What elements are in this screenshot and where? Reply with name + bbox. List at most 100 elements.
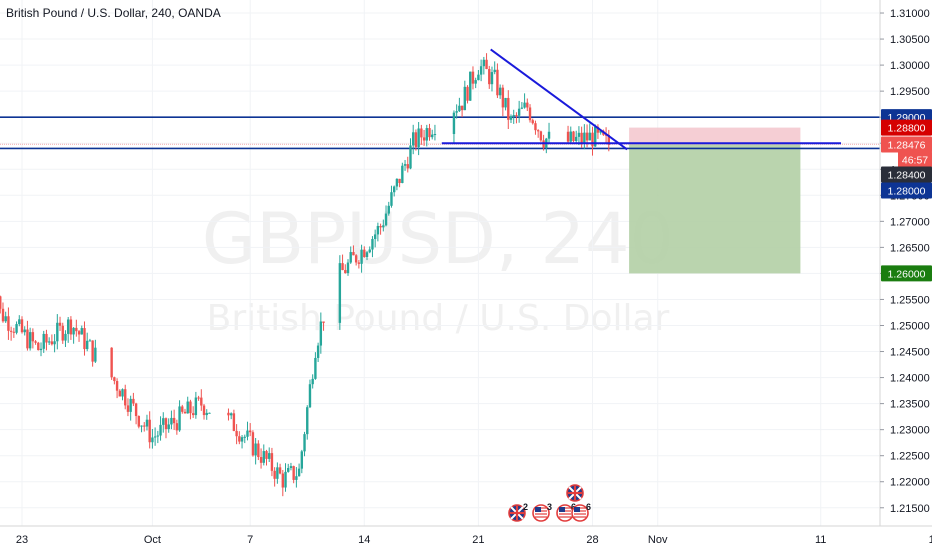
stop-loss-zone[interactable]	[629, 127, 801, 145]
price-label-text: 1.26000	[888, 268, 926, 280]
time-tick-label: 23	[16, 534, 28, 546]
price-tick-label: 1.26500	[890, 242, 930, 254]
candle-body	[262, 451, 265, 463]
time-tick-label: Oct	[144, 534, 161, 546]
candle-body	[276, 467, 279, 479]
price-tick-label: 1.23500	[890, 399, 930, 411]
candle-body	[175, 423, 179, 431]
candle-body	[12, 331, 16, 333]
price-tick-label: 1.24000	[890, 373, 930, 385]
price-tick-label: 1.31000	[890, 8, 930, 20]
candle-body	[143, 425, 146, 427]
candle-body	[420, 128, 423, 138]
candle-body	[53, 341, 56, 345]
take-profit-zone[interactable]	[629, 144, 801, 274]
price-label-text: 1.28800	[888, 123, 926, 135]
candle-body	[121, 389, 124, 397]
candle-body	[496, 69, 499, 96]
time-tick-label: 14	[358, 534, 370, 546]
horizontal-lines[interactable]	[0, 116, 880, 150]
position-zones[interactable]	[629, 127, 801, 274]
candle-body	[572, 131, 575, 142]
candle-body	[431, 134, 434, 138]
event-count: 2	[523, 502, 528, 512]
candle-body	[422, 137, 426, 141]
price-tick-label: 1.23000	[890, 425, 930, 437]
candle-body	[287, 467, 290, 472]
candle-body	[240, 437, 244, 442]
trendline[interactable]	[490, 48, 628, 151]
candle-body	[235, 430, 238, 437]
candle-body	[268, 453, 271, 459]
candle-body	[191, 413, 195, 416]
price-tick-label: 1.22000	[890, 477, 930, 489]
candle-body	[246, 430, 249, 437]
candle-body	[479, 66, 483, 75]
us-flag-icon[interactable]: 3	[532, 502, 552, 522]
us-flag-icon[interactable]: 6	[571, 502, 591, 522]
candle-body	[303, 434, 306, 452]
candle-body	[583, 132, 586, 143]
candle-body	[591, 132, 594, 147]
candle-body	[172, 417, 176, 424]
price-labels: 1.290001.288001.2847646:571.284001.28000…	[881, 109, 932, 282]
candle-body	[132, 398, 135, 404]
price-axis[interactable]: 1.310001.305001.300001.295001.290001.285…	[880, 8, 930, 515]
candle-body	[1, 308, 5, 322]
uk-flag-icon[interactable]	[566, 484, 584, 502]
candle-body	[390, 192, 393, 206]
candle-body	[539, 131, 543, 141]
candle-body	[202, 405, 206, 416]
candle-body	[365, 252, 369, 257]
candle-body	[134, 403, 138, 417]
candle-body	[243, 436, 246, 438]
candle-body	[547, 131, 551, 139]
candle-body	[493, 69, 496, 73]
candle-body	[319, 321, 323, 346]
candle-body	[227, 412, 230, 416]
candle-body	[148, 419, 151, 443]
candle-body	[346, 262, 350, 274]
flag-canton	[574, 507, 580, 512]
candle-body	[249, 430, 252, 433]
candle-body	[205, 412, 208, 416]
time-axis[interactable]: 23Oct7142128Nov111825	[16, 534, 932, 546]
candle-body	[31, 332, 35, 342]
price-tick-label: 1.29500	[890, 86, 930, 98]
candle-body	[406, 164, 409, 169]
candle-body	[295, 476, 298, 480]
candle-body	[186, 401, 189, 414]
candle-body	[354, 255, 358, 263]
price-label-countdown	[898, 151, 932, 168]
candle-body	[118, 390, 121, 397]
candle-body	[387, 205, 390, 214]
uk-flag-icon[interactable]: 2	[508, 502, 528, 522]
candle-body	[414, 132, 418, 147]
candle-body	[42, 333, 45, 349]
price-label-text: 1.28000	[888, 185, 926, 197]
candle-body	[208, 412, 211, 414]
candle-body	[145, 419, 149, 427]
time-tick-label: 28	[586, 534, 598, 546]
candle-body	[162, 418, 165, 425]
candle-body	[50, 341, 54, 345]
candle-body	[77, 331, 81, 335]
candle-body	[200, 397, 203, 406]
candle-body	[75, 327, 78, 332]
trend-drawings[interactable]	[441, 48, 841, 151]
candle-body	[512, 115, 515, 117]
candle-body	[72, 327, 75, 335]
candle-body	[170, 417, 173, 425]
candle-body	[189, 401, 192, 414]
candle-body	[352, 252, 355, 256]
candle-body	[417, 128, 420, 147]
candle-body	[392, 186, 396, 193]
candle-body	[344, 270, 347, 274]
price-label-current	[881, 166, 932, 183]
candle-body	[599, 130, 602, 133]
candle-body	[56, 322, 59, 342]
candle-body	[507, 97, 510, 120]
candle-body	[151, 437, 154, 443]
